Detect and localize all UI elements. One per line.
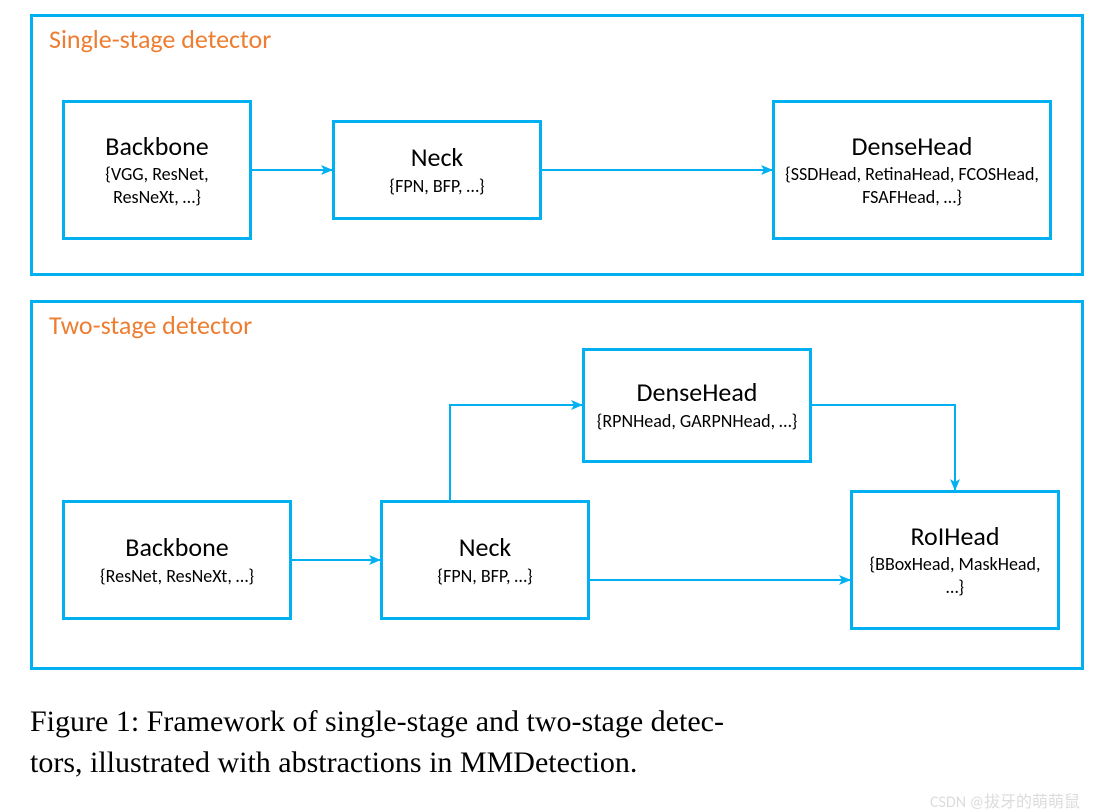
node-two-backbone-title: Backbone: [125, 533, 228, 563]
panel-single-title: Single-stage detector: [49, 23, 271, 55]
node-two-densehead-sub: {RPNHead, GARPNHead, …}: [597, 410, 798, 433]
node-single-backbone: Backbone {VGG, ResNet, ResNeXt, …}: [62, 100, 252, 240]
panel-two-title: Two-stage detector: [49, 309, 252, 341]
node-two-backbone: Backbone {ResNet, ResNeXt, …}: [62, 500, 292, 620]
node-two-roihead-title: RoIHead: [910, 522, 999, 552]
figure-caption-line1: Figure 1: Framework of single-stage and …: [30, 705, 724, 738]
node-two-neck: Neck {FPN, BFP, …}: [380, 500, 590, 620]
node-single-backbone-title: Backbone: [105, 132, 208, 162]
diagram-canvas: Single-stage detector Two-stage detector…: [0, 0, 1114, 810]
node-two-densehead: DenseHead {RPNHead, GARPNHead, …}: [582, 348, 812, 463]
node-two-densehead-title: DenseHead: [637, 378, 758, 408]
node-single-densehead: DenseHead {SSDHead, RetinaHead, FCOSHead…: [772, 100, 1052, 240]
figure-caption: Figure 1: Framework of single-stage and …: [30, 702, 1084, 783]
node-two-backbone-sub: {ResNet, ResNeXt, …}: [100, 565, 254, 588]
node-single-densehead-title: DenseHead: [852, 132, 973, 162]
node-two-roihead: RoIHead {BBoxHead, MaskHead, …}: [850, 490, 1060, 630]
node-single-neck-title: Neck: [411, 143, 464, 173]
node-two-neck-sub: {FPN, BFP, …}: [437, 565, 532, 588]
watermark-text: CSDN @拔牙的萌萌鼠: [930, 788, 1080, 812]
node-two-roihead-sub: {BBoxHead, MaskHead, …}: [861, 553, 1049, 598]
node-single-backbone-sub: {VGG, ResNet, ResNeXt, …}: [73, 163, 241, 208]
node-single-densehead-sub: {SSDHead, RetinaHead, FCOSHead, FSAFHead…: [783, 163, 1041, 208]
node-single-neck-sub: {FPN, BFP, …}: [389, 175, 484, 198]
node-two-neck-title: Neck: [459, 533, 512, 563]
node-single-neck: Neck {FPN, BFP, …}: [332, 120, 542, 220]
figure-caption-line2: tors, illustrated with abstractions in M…: [30, 746, 637, 779]
